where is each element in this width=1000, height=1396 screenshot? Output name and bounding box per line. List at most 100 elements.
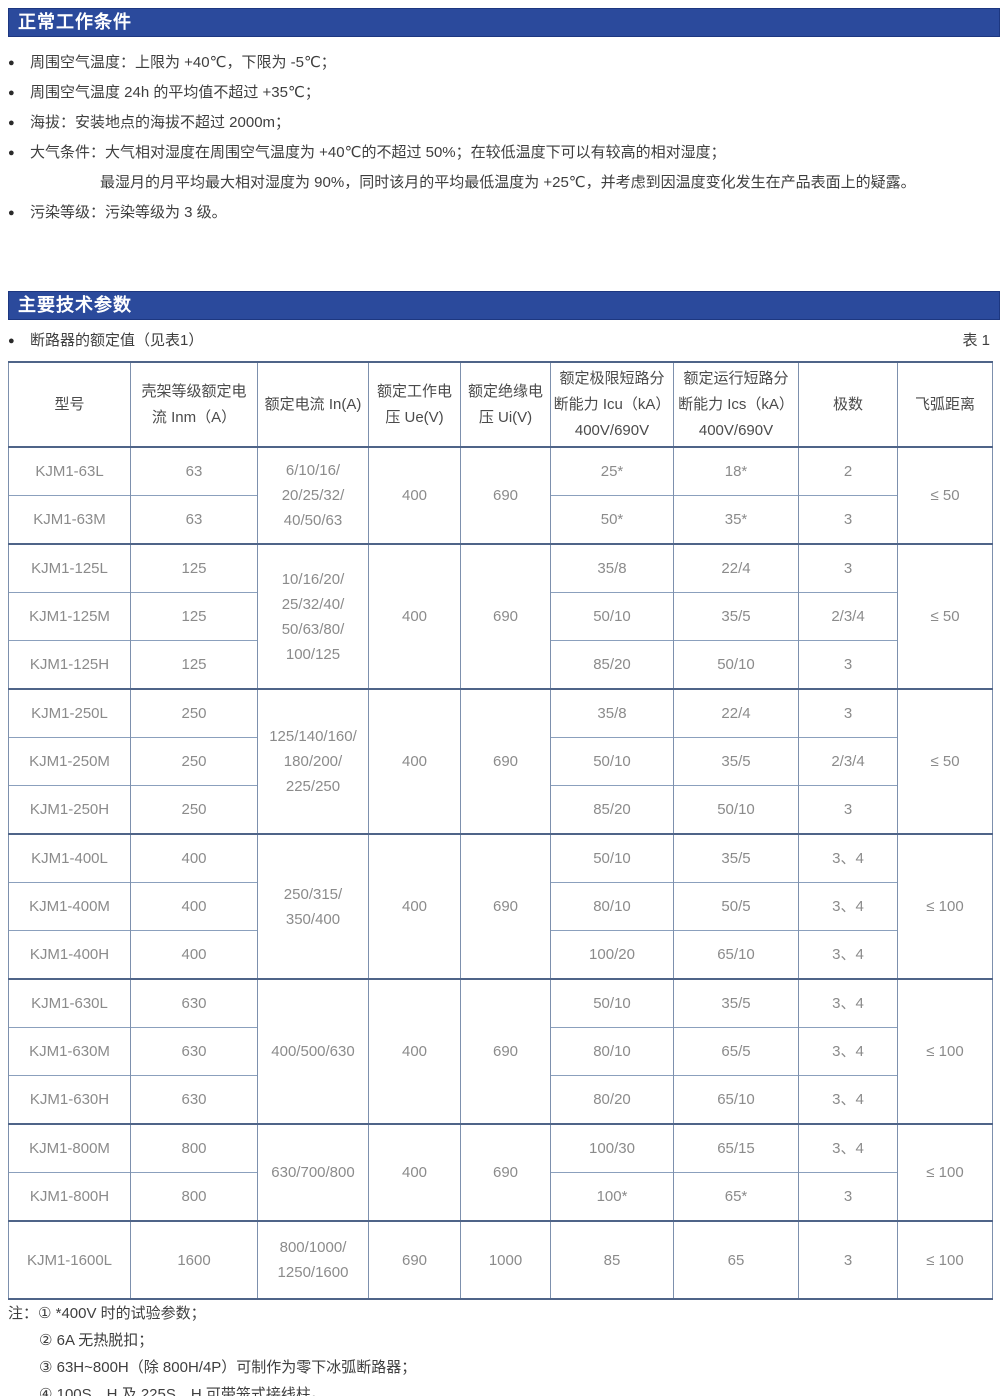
cell-poles: 2/3/4 [798, 592, 898, 641]
table-row: KJM1-125M 125 50/10 35/5 2/3/4 [8, 592, 993, 641]
cell-ics: 22/4 [673, 543, 799, 593]
cell-model: KJM1-400M [8, 882, 131, 931]
bullet-icon: ● [8, 207, 15, 219]
cell-ue: 690 [368, 1220, 461, 1299]
cell-model: KJM1-63M [8, 495, 131, 544]
cell-ue: 400 [368, 688, 461, 834]
cell-poles: 3 [798, 688, 898, 738]
table-row: KJM1-125L 125 10/16/20/ 25/32/40/ 50/63/… [8, 543, 993, 689]
condition-item: ● 污染等级：污染等级为 3 级。 [8, 198, 996, 228]
cell-icu: 35/8 [550, 543, 674, 593]
cell-in-range: 250/315/ 350/400 [257, 833, 369, 979]
cell-arc-distance: ≤ 50 [897, 688, 993, 834]
bullet-icon: ● [8, 57, 15, 69]
cell-icu: 35/8 [550, 688, 674, 738]
table-row: KJM1-400M 400 80/10 50/5 3、4 [8, 882, 993, 931]
table-row: KJM1-250H 250 85/20 50/10 3 [8, 785, 993, 834]
condition-text: 周围空气温度 24h 的平均值不超过 +35℃； [30, 84, 320, 101]
condition-text: 最湿月的月平均最大相对湿度为 90%，同时该月的平均最低温度为 +25℃，并考虑… [100, 174, 916, 191]
conditions-list: ● 周围空气温度：上限为 +40℃，下限为 -5℃； ● 周围空气温度 24h 的平… [8, 48, 996, 228]
cell-arc-distance: ≤ 100 [897, 1123, 993, 1221]
cell-model: KJM1-1600L [8, 1220, 131, 1299]
cell-icu: 50/10 [550, 978, 674, 1028]
footnote: ③ 63H~800H（除 800H/4P）可制作为零下冰弧断路器； [39, 1359, 417, 1376]
cell-ics: 18* [673, 447, 799, 496]
condition-item: ● 海拔：安装地点的海拔不超过 2000m； [8, 108, 996, 138]
cell-inm: 63 [130, 447, 258, 496]
cell-ui: 690 [460, 978, 551, 1124]
col-header-working-voltage: 额定工作电 压 Ue(V) [368, 362, 461, 448]
condition-text: 污染等级：污染等级为 3 级。 [30, 204, 227, 221]
table-row: KJM1-400H 400 100/20 65/10 3、4 [8, 930, 993, 979]
cell-inm: 125 [130, 543, 258, 593]
col-header-icu: 额定极限短路分 断能力 Icu（kA） 400V/690V [550, 362, 674, 448]
cell-ue: 400 [368, 543, 461, 689]
footnote: ④ 100S、H 及 225S、H 可带笼式接线柱。 [39, 1386, 326, 1396]
table-row: KJM1-250M 250 50/10 35/5 2/3/4 [8, 737, 993, 786]
bullet-icon: ● [8, 117, 15, 129]
cell-ics: 65 [673, 1220, 799, 1299]
cell-ui: 690 [460, 543, 551, 689]
table-row: KJM1-250L 250 125/140/160/ 180/200/ 225/… [8, 688, 993, 834]
cell-icu: 50* [550, 495, 674, 544]
cell-icu: 85 [550, 1220, 674, 1299]
cell-icu: 80/20 [550, 1075, 674, 1124]
cell-poles: 3 [798, 543, 898, 593]
cell-in-range: 10/16/20/ 25/32/40/ 50/63/80/ 100/125 [257, 543, 369, 689]
cell-ics: 35/5 [673, 737, 799, 786]
condition-text: 周围空气温度：上限为 +40℃，下限为 -5℃； [30, 54, 336, 71]
cell-in-range: 125/140/160/ 180/200/ 225/250 [257, 688, 369, 834]
table-row: KJM1-1600L 1600 800/1000/ 1250/1600 690 … [8, 1220, 993, 1299]
cell-icu: 80/10 [550, 882, 674, 931]
cell-ics: 35/5 [673, 592, 799, 641]
table-row: KJM1-63L 63 6/10/16/ 20/25/32/ 40/50/63 … [8, 447, 993, 544]
table-row: KJM1-800H 800 100* 65* 3 [8, 1172, 993, 1221]
cell-ue: 400 [368, 978, 461, 1124]
col-header-insulation-voltage: 额定绝缘电 压 Ui(V) [460, 362, 551, 448]
cell-poles: 3 [798, 495, 898, 544]
cell-arc-distance: ≤ 100 [897, 833, 993, 979]
cell-arc-distance: ≤ 100 [897, 978, 993, 1124]
cell-ics: 22/4 [673, 688, 799, 738]
col-header-rated-current: 额定电流 In(A) [257, 362, 369, 448]
cell-inm: 250 [130, 737, 258, 786]
section-title: 正常工作条件 [18, 12, 132, 32]
cell-icu: 50/10 [550, 737, 674, 786]
cell-ue: 400 [368, 1123, 461, 1221]
table-row: KJM1-63M 63 50* 35* 3 [8, 495, 993, 544]
cell-in-range: 800/1000/ 1250/1600 [257, 1220, 369, 1299]
cell-poles: 3 [798, 1220, 898, 1299]
cell-poles: 3 [798, 640, 898, 689]
cell-model: KJM1-400L [8, 833, 131, 883]
cell-model: KJM1-250M [8, 737, 131, 786]
cell-model: KJM1-250H [8, 785, 131, 834]
table-row: KJM1-630H 630 80/20 65/10 3、4 [8, 1075, 993, 1124]
cell-inm: 400 [130, 930, 258, 979]
cell-poles: 3、4 [798, 1123, 898, 1173]
footnote: ② 6A 无热脱扣； [39, 1332, 154, 1349]
cell-poles: 3 [798, 785, 898, 834]
table-header-row: 型号 壳架等级额定电 流 Inm（A） 额定电流 In(A) 额定工作电 压 U… [8, 362, 993, 448]
cell-ics: 35/5 [673, 978, 799, 1028]
table-row: KJM1-630M 630 80/10 65/5 3、4 [8, 1027, 993, 1076]
cell-inm: 400 [130, 833, 258, 883]
cell-poles: 3、4 [798, 882, 898, 931]
cell-poles: 3、4 [798, 833, 898, 883]
cell-icu: 85/20 [550, 785, 674, 834]
table-number-label: 表 1 [962, 332, 990, 349]
condition-text: 大气条件：大气相对湿度在周围空气温度为 +40℃的不超过 50%；在较低温度下可… [30, 144, 726, 161]
cell-icu: 100/20 [550, 930, 674, 979]
cell-ue: 400 [368, 447, 461, 544]
table-row: KJM1-630L 630 400/500/630 400 690 50/10 … [8, 978, 993, 1124]
footnotes: 注：① *400V 时的试验参数； ② 6A 无热脱扣； ③ 63H~800H（… [8, 1300, 416, 1396]
cell-poles: 3、4 [798, 930, 898, 979]
col-header-poles: 极数 [798, 362, 898, 448]
cell-model: KJM1-630L [8, 978, 131, 1028]
section-title: 主要技术参数 [18, 295, 132, 315]
cell-inm: 400 [130, 882, 258, 931]
condition-item-continuation: 最湿月的月平均最大相对湿度为 90%，同时该月的平均最低温度为 +25℃，并考虑… [8, 168, 996, 198]
cell-model: KJM1-125L [8, 543, 131, 593]
cell-ics: 65* [673, 1172, 799, 1221]
bullet-icon: ● [8, 335, 15, 347]
cell-ui: 1000 [460, 1220, 551, 1299]
